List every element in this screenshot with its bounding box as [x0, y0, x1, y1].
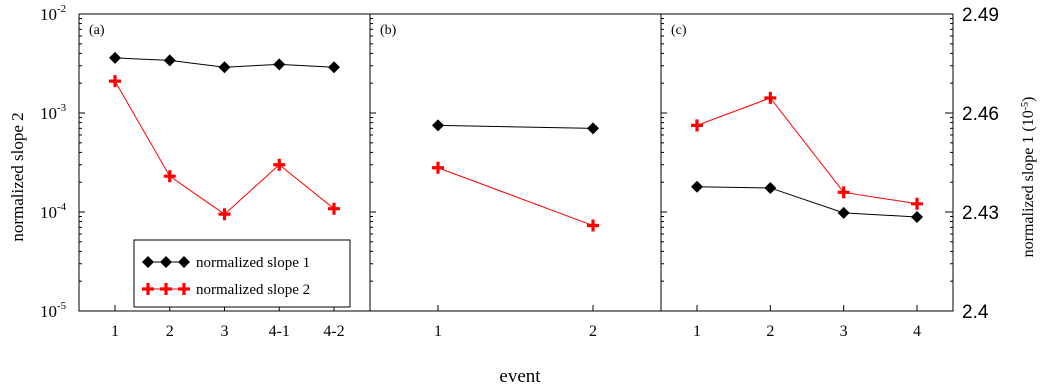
panel-1-series-2-point	[163, 170, 176, 183]
left-axis-tick-exp: -3	[57, 102, 67, 114]
x-axis-label: event	[499, 366, 541, 387]
panel-2-series-2-line	[437, 167, 594, 226]
panel-3-x-tick-label: 1	[693, 323, 701, 340]
panel-3-x-tick-label: 3	[840, 323, 848, 340]
right-axis-tick-label: 2.46	[962, 104, 999, 125]
panel-2-series-2-point	[587, 219, 599, 232]
panel-2-series-1-line	[437, 124, 594, 129]
left-axis-label: normalized slope 2	[8, 112, 27, 241]
legend-box	[133, 239, 351, 308]
right-axis-tick-label: 2.49	[962, 5, 999, 26]
left-axis-tick-base: 10	[40, 302, 57, 321]
right-axis-label-main: normalized slope 1 (10	[1020, 110, 1037, 257]
panel-1-x-tick-label: 4-1	[269, 323, 290, 340]
left-axis-tick-exp: -5	[57, 300, 67, 312]
panel-3-series-1-line	[696, 186, 918, 218]
left-axis-tick-label: 10-4	[40, 201, 67, 222]
left-axis-tick-base: 10	[40, 104, 57, 123]
panel-3-series-2-line	[696, 97, 918, 205]
panel-2-series-1-point	[587, 122, 599, 135]
panel-2-frame	[369, 13, 662, 312]
panel-3-x-tick-label: 4	[913, 323, 921, 340]
panel-1-series-2-point	[273, 158, 286, 171]
plot-area: 1 2 3 4-1 4-2(a)normalized slope 1normalized…	[40, 3, 999, 340]
panel-3-series-2-point	[837, 186, 850, 199]
panel-2-x-tick-label: 1	[434, 323, 442, 340]
panel-2-label: (b)	[380, 23, 397, 38]
right-axis-tick-label: 2.43	[962, 203, 999, 224]
left-axis-tick-exp: -4	[57, 201, 67, 213]
legend-marker-1	[160, 256, 172, 268]
panel-3-frame	[660, 13, 954, 312]
left-axis-tick-base: 10	[40, 5, 57, 24]
panel-3-x-tick-label: 2	[766, 323, 774, 340]
right-axis-label-suffix: )	[1020, 97, 1037, 102]
panel-2: 1 2 (b)	[369, 13, 662, 340]
panel-1-series-1-point	[109, 51, 121, 64]
panel-1-series-1-point	[218, 61, 231, 74]
right-axis-label-exp: -5	[1020, 102, 1031, 110]
panel-1-series-2-point	[218, 208, 231, 221]
panel-2-series-1-point	[432, 119, 444, 132]
panel-1-series-2-point	[109, 75, 121, 88]
panel-3-series-1-point	[911, 211, 923, 224]
panel-1-series-1-point	[328, 61, 340, 74]
legend-marker-2	[142, 283, 154, 295]
panel-3-series-1-point	[764, 181, 777, 194]
panel-1-x-tick-label: 2	[166, 323, 174, 340]
panel-3-series-2-point	[764, 91, 777, 104]
right-axis-label: normalized slope 1 (10-5)	[1020, 97, 1037, 258]
panel-1-x-tick-label: 1	[111, 323, 119, 340]
panel-3-series-2-point	[911, 197, 923, 210]
panel-1-x-tick-label: 3	[221, 323, 229, 340]
legend-marker-1	[142, 256, 154, 268]
legend-marker-1	[178, 256, 190, 268]
left-axis-tick-label: 10-3	[40, 102, 67, 123]
panel-1: 1 2 3 4-1 4-2(a)normalized slope 1normalized…	[78, 13, 371, 340]
panel-2-x-tick-label: 2	[589, 323, 597, 340]
panel-3: 1 2 3 4 (c)	[660, 13, 954, 340]
legend-marker-2	[178, 283, 190, 295]
legend-marker-2	[160, 283, 172, 295]
legend: normalized slope 1 normalized slope 2	[133, 239, 351, 308]
left-axis-tick-base: 10	[40, 203, 57, 222]
left-axis-tick-label: 10-2	[40, 3, 66, 24]
panel-1-series-2-line	[114, 80, 335, 215]
panel-1-x-tick-label: 4-2	[323, 323, 344, 340]
panel-1-series-1-point	[163, 54, 176, 67]
legend-label-2: normalized slope 2	[196, 282, 310, 298]
panel-1-series-1-point	[273, 58, 286, 71]
panel-2-series-2-point	[432, 161, 444, 174]
panel-3-label: (c)	[671, 23, 687, 38]
right-axis-tick-label: 2.4	[962, 302, 989, 323]
left-axis-tick-exp: -2	[57, 3, 66, 15]
panel-3-series-1-point	[691, 180, 703, 193]
panel-3-series-2-point	[691, 119, 703, 132]
legend-label-1: normalized slope 1	[196, 255, 310, 271]
panel-3-series-1-point	[837, 206, 850, 219]
left-axis-tick-label: 10-5	[40, 300, 67, 321]
panel-1-label: (a)	[89, 23, 105, 38]
panel-1-series-2-point	[328, 202, 340, 215]
